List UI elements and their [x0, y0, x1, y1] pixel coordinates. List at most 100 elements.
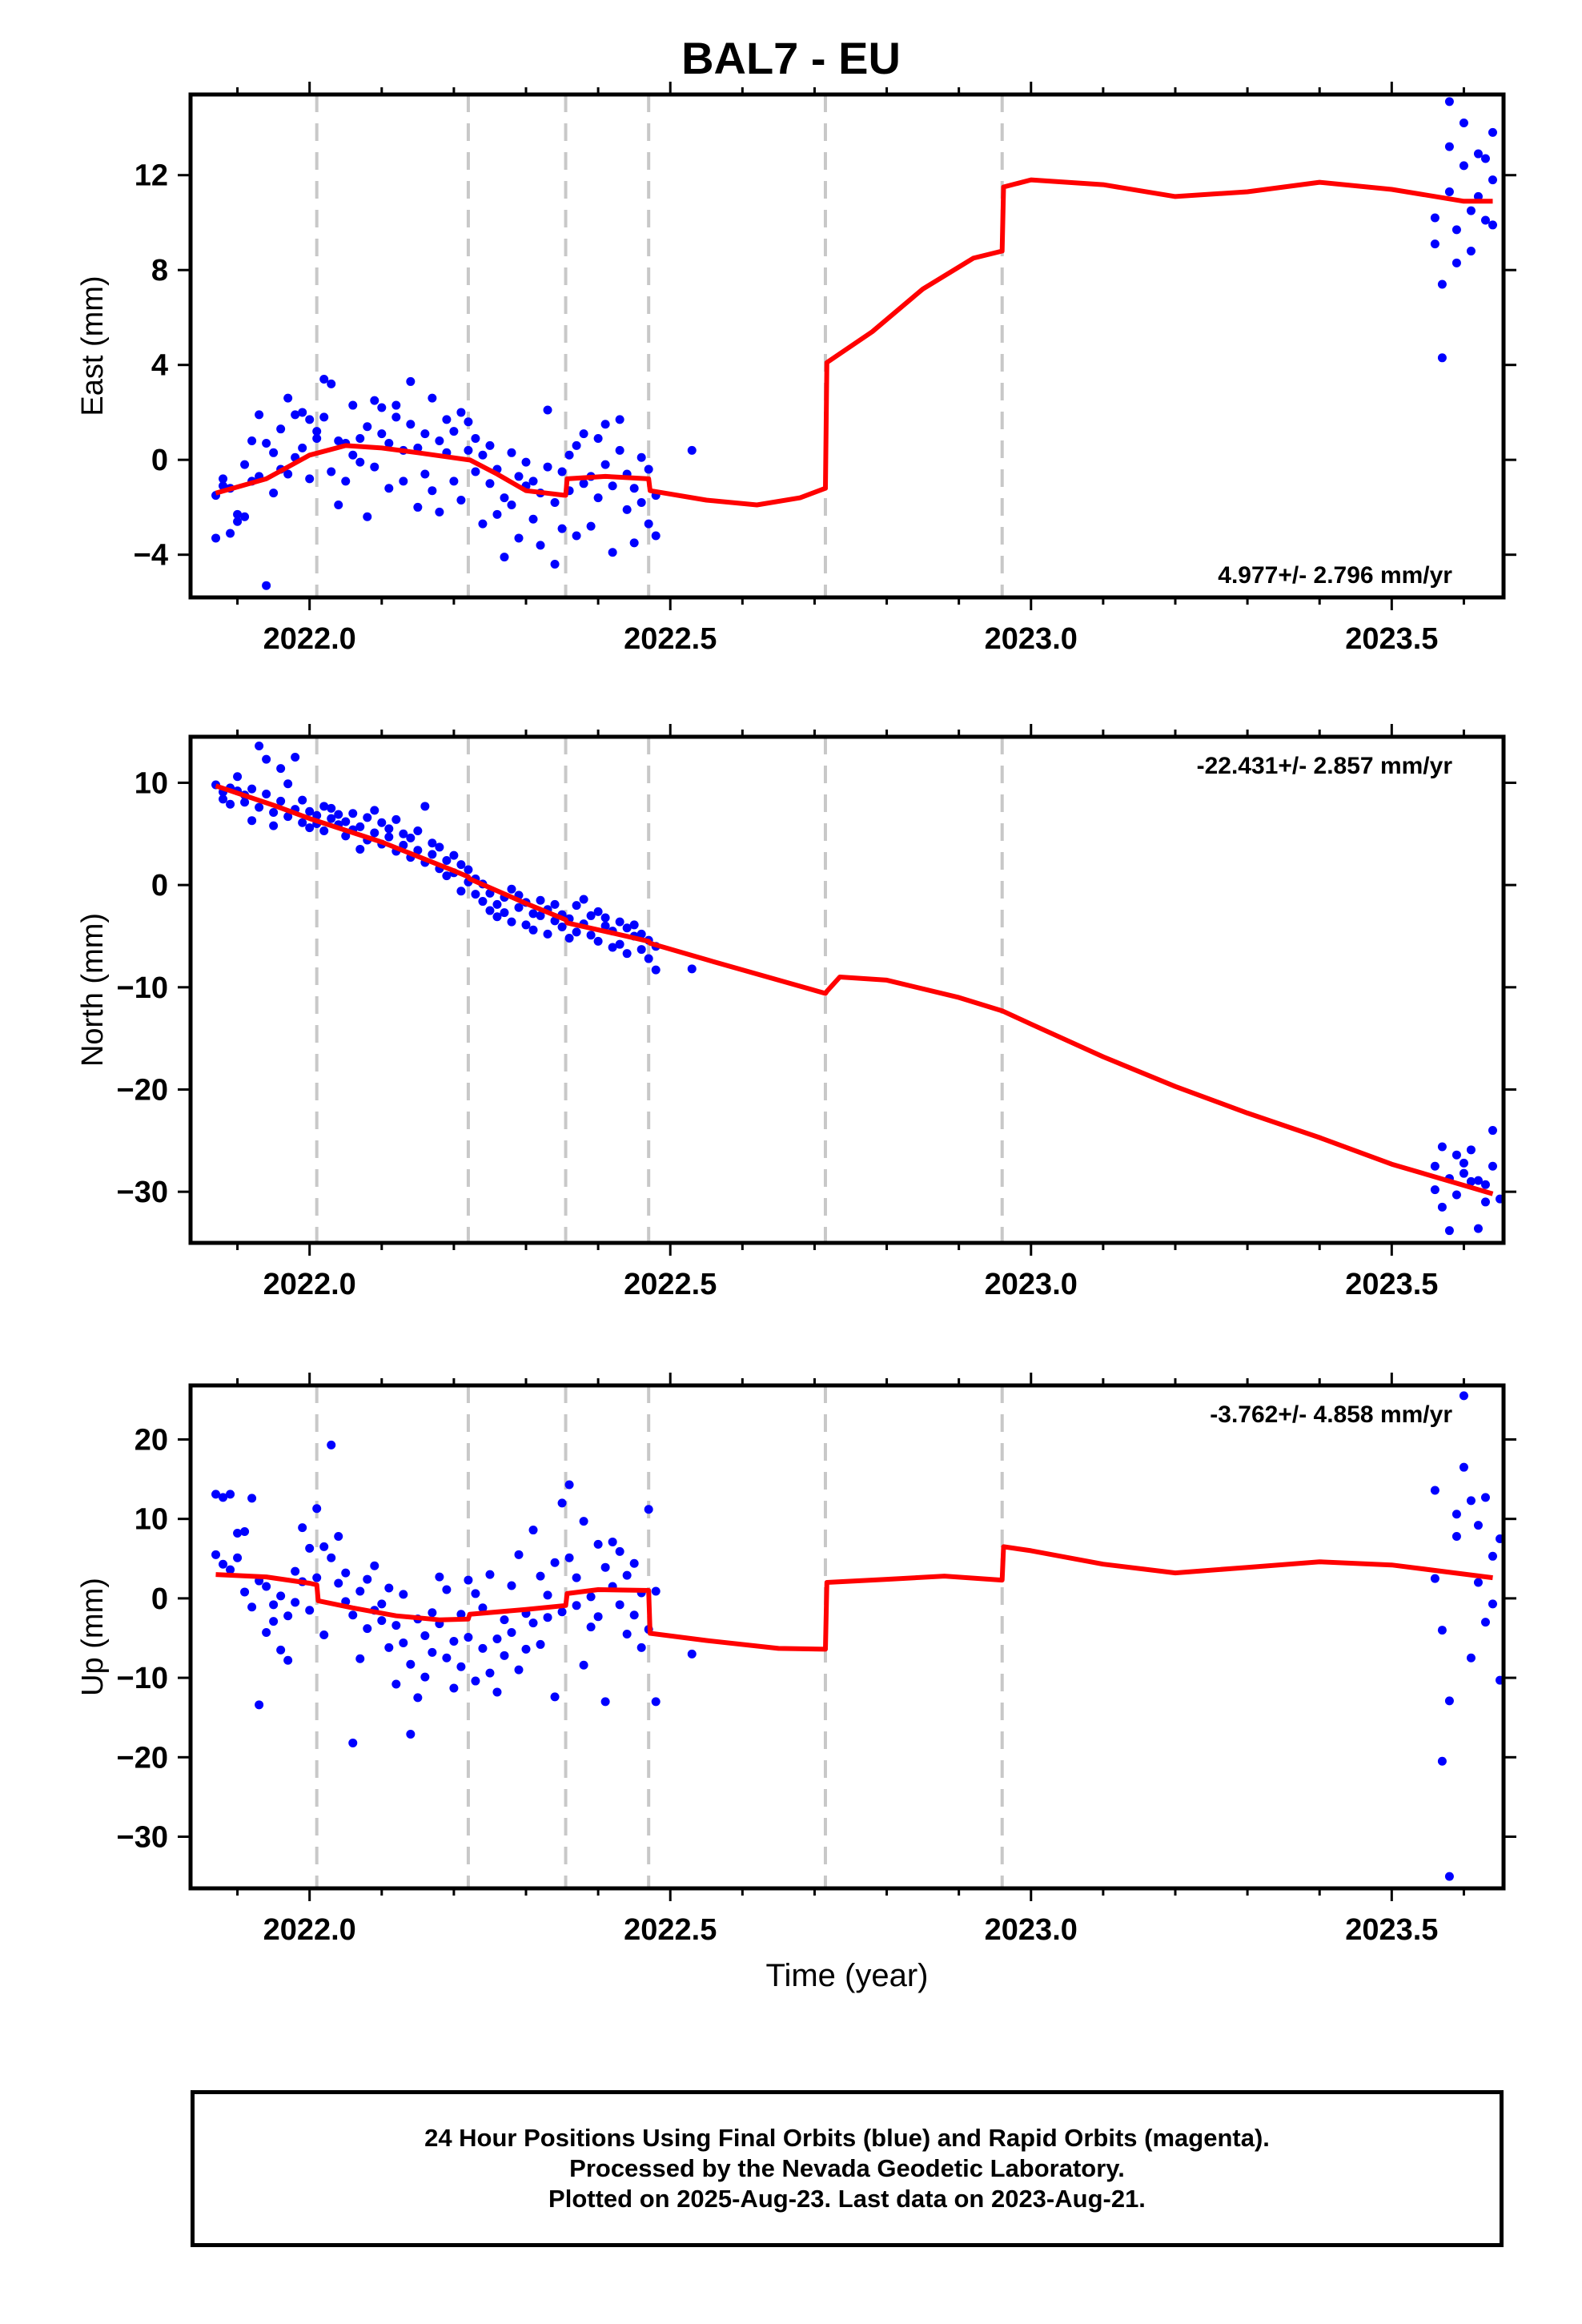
data-point — [550, 899, 560, 909]
data-point — [399, 1638, 408, 1647]
footer-line-1: 24 Hour Positions Using Final Orbits (bl… — [424, 2124, 1270, 2152]
data-point — [211, 1490, 221, 1499]
data-point — [507, 1628, 516, 1638]
data-point — [1480, 215, 1490, 225]
panel-1: 2022.0 2022.5 2023.0 2023.5 −4 0 4 8 12 East (mm)… — [76, 82, 1516, 656]
panel-2: 2022.0 2022.5 2023.0 2023.5 −30 −20 −10 0 10 Nort… — [76, 724, 1516, 1301]
data-point — [464, 417, 473, 427]
data-point — [644, 464, 653, 474]
data-point — [247, 1602, 257, 1612]
data-points — [211, 97, 1497, 590]
data-point — [557, 922, 567, 931]
data-point — [492, 912, 502, 922]
data-point — [622, 949, 632, 959]
data-point — [1466, 206, 1476, 215]
data-point — [312, 434, 322, 444]
y-tick-label: −20 — [117, 1073, 168, 1107]
data-point — [1452, 1190, 1461, 1200]
data-point — [1430, 1574, 1439, 1583]
data-point — [608, 1537, 617, 1546]
data-point — [305, 823, 315, 833]
data-point — [507, 917, 516, 927]
data-point — [615, 939, 624, 949]
data-point — [507, 448, 516, 457]
data-point — [283, 393, 293, 403]
data-point — [406, 1730, 416, 1739]
data-point — [514, 472, 524, 481]
data-point — [420, 1631, 430, 1641]
data-point — [593, 907, 603, 916]
data-point — [413, 1693, 423, 1703]
data-point — [355, 1654, 365, 1663]
data-point — [521, 457, 531, 467]
data-point — [550, 1558, 560, 1567]
x-tick-label: 2022.5 — [624, 622, 717, 656]
data-point — [348, 400, 358, 410]
data-point — [370, 396, 379, 405]
data-point — [536, 541, 545, 550]
data-point — [1452, 1510, 1461, 1519]
data-point — [622, 505, 632, 514]
data-point — [543, 929, 552, 939]
data-point — [579, 1660, 588, 1670]
data-point — [384, 824, 394, 834]
data-point — [428, 486, 437, 496]
x-tick-label: 2022.0 — [263, 1268, 356, 1301]
data-point — [1444, 142, 1454, 151]
data-point — [622, 1570, 632, 1580]
data-point — [572, 1573, 581, 1582]
data-point — [1437, 1756, 1447, 1766]
data-point — [406, 1659, 416, 1669]
data-point — [305, 1543, 315, 1553]
data-point — [291, 1566, 300, 1576]
data-point — [334, 500, 343, 509]
data-point — [305, 474, 315, 484]
data-point — [1459, 161, 1468, 171]
data-point — [262, 581, 271, 590]
data-point — [478, 1643, 488, 1653]
y-tick-label: 0 — [151, 444, 168, 477]
data-point — [1466, 1496, 1476, 1506]
data-point — [283, 812, 293, 822]
data-point — [377, 818, 387, 827]
data-point — [370, 828, 379, 838]
data-point — [485, 479, 495, 489]
data-point — [262, 438, 271, 448]
data-point — [543, 1613, 552, 1622]
data-point — [226, 529, 235, 538]
data-point — [1488, 1551, 1497, 1561]
data-point — [240, 460, 250, 469]
panel-3: 2022.0 2022.5 2023.0 2023.5 −30 −20 −10 0 10 20 Up… — [76, 1373, 1516, 1947]
y-tick-label: −10 — [117, 1662, 168, 1695]
y-axis-label: North (mm) — [76, 913, 110, 1067]
data-point — [593, 1612, 603, 1622]
data-point — [1452, 1150, 1461, 1160]
data-point — [550, 498, 560, 508]
data-points — [211, 1391, 1504, 1881]
data-point — [600, 921, 610, 931]
data-point — [442, 415, 452, 424]
data-point — [247, 816, 257, 826]
data-point — [629, 538, 639, 548]
data-point — [464, 1632, 473, 1642]
data-point — [384, 1583, 394, 1593]
footer-line-2: Processed by the Nevada Geodetic Laborat… — [569, 2154, 1125, 2182]
data-point — [348, 1610, 358, 1620]
data-point — [564, 450, 574, 460]
data-point — [593, 936, 603, 946]
data-point — [586, 911, 596, 920]
y-tick-label: 0 — [151, 1582, 168, 1616]
data-point — [478, 450, 488, 460]
data-point — [550, 1692, 560, 1702]
data-point — [1473, 191, 1483, 201]
data-point — [240, 512, 250, 521]
data-point — [456, 887, 466, 896]
y-tick-label: 0 — [151, 869, 168, 903]
data-point — [247, 784, 257, 794]
data-point — [449, 1683, 459, 1693]
data-point — [600, 913, 610, 923]
data-point — [622, 923, 632, 933]
data-point — [233, 1529, 243, 1538]
data-point — [543, 1590, 552, 1600]
data-point — [1473, 1224, 1483, 1233]
